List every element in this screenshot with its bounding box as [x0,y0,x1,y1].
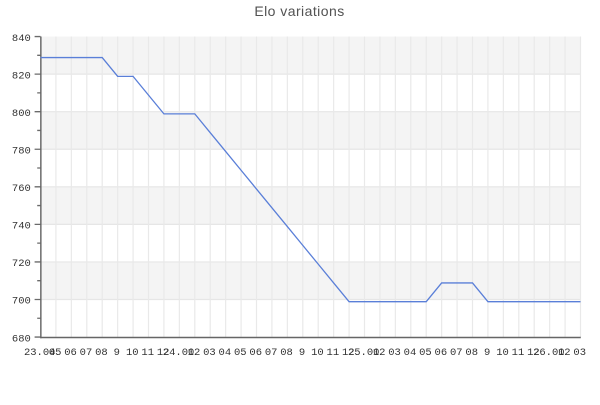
svg-text:700: 700 [12,296,31,308]
svg-text:07: 07 [265,347,278,359]
svg-text:9: 9 [114,347,120,359]
svg-text:10: 10 [126,347,139,359]
svg-text:05: 05 [419,347,432,359]
svg-text:9: 9 [299,347,305,359]
svg-text:03: 03 [388,347,401,359]
svg-text:08: 08 [465,347,478,359]
svg-text:12: 12 [342,347,355,359]
svg-text:12: 12 [157,347,170,359]
svg-text:12: 12 [558,347,571,359]
svg-text:08: 08 [95,347,108,359]
svg-text:10: 10 [311,347,324,359]
svg-text:12: 12 [188,347,201,359]
svg-text:800: 800 [12,108,31,120]
svg-text:03: 03 [203,347,216,359]
svg-text:07: 07 [450,347,463,359]
svg-text:680: 680 [12,333,31,345]
svg-text:07: 07 [80,347,93,359]
svg-text:05: 05 [49,347,62,359]
svg-text:08: 08 [280,347,293,359]
svg-text:05: 05 [234,347,247,359]
svg-text:10: 10 [496,347,509,359]
svg-text:760: 760 [12,183,31,195]
svg-text:26.00: 26.00 [533,347,565,359]
svg-text:11: 11 [512,347,525,359]
svg-text:11: 11 [327,347,340,359]
svg-text:03: 03 [573,347,586,359]
svg-text:24.00: 24.00 [163,347,195,359]
svg-text:25.00: 25.00 [348,347,380,359]
svg-text:04: 04 [219,347,232,359]
svg-text:06: 06 [249,347,262,359]
svg-text:820: 820 [12,70,31,82]
svg-text:840: 840 [12,33,31,45]
svg-text:Elo variations: Elo variations [254,3,344,19]
svg-text:23.04: 23.04 [24,347,56,359]
svg-text:9: 9 [484,347,490,359]
svg-text:780: 780 [12,145,31,157]
svg-text:06: 06 [64,347,77,359]
svg-text:12: 12 [373,347,386,359]
svg-text:11: 11 [141,347,154,359]
svg-text:720: 720 [12,258,31,270]
svg-text:04: 04 [404,347,417,359]
svg-text:740: 740 [12,221,31,233]
svg-text:06: 06 [435,347,448,359]
svg-text:12: 12 [527,347,540,359]
